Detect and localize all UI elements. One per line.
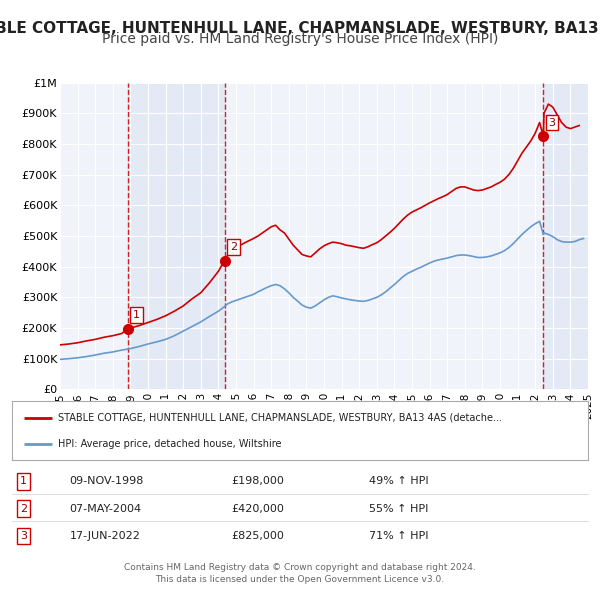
Text: 71% ↑ HPI: 71% ↑ HPI xyxy=(369,531,428,541)
Text: £825,000: £825,000 xyxy=(231,531,284,541)
Text: This data is licensed under the Open Government Licence v3.0.: This data is licensed under the Open Gov… xyxy=(155,575,445,584)
Text: 55% ↑ HPI: 55% ↑ HPI xyxy=(369,504,428,513)
Bar xyxy=(128,83,224,389)
Text: 07-MAY-2004: 07-MAY-2004 xyxy=(70,504,142,513)
Text: £198,000: £198,000 xyxy=(231,476,284,486)
Bar xyxy=(543,83,588,389)
Text: 3: 3 xyxy=(548,117,556,127)
Text: 09-NOV-1998: 09-NOV-1998 xyxy=(70,476,144,486)
Text: STABLE COTTAGE, HUNTENHULL LANE, CHAPMANSLADE, WESTBURY, BA13 4AS (detache...: STABLE COTTAGE, HUNTENHULL LANE, CHAPMAN… xyxy=(58,413,502,422)
Text: Price paid vs. HM Land Registry's House Price Index (HPI): Price paid vs. HM Land Registry's House … xyxy=(102,32,498,47)
Text: STABLE COTTAGE, HUNTENHULL LANE, CHAPMANSLADE, WESTBURY, BA13 4AS: STABLE COTTAGE, HUNTENHULL LANE, CHAPMAN… xyxy=(0,21,600,35)
Text: 1: 1 xyxy=(133,310,140,320)
Text: 2: 2 xyxy=(20,504,27,513)
Text: Contains HM Land Registry data © Crown copyright and database right 2024.: Contains HM Land Registry data © Crown c… xyxy=(124,563,476,572)
Text: 17-JUN-2022: 17-JUN-2022 xyxy=(70,531,140,541)
Text: 1: 1 xyxy=(20,476,27,486)
Text: 49% ↑ HPI: 49% ↑ HPI xyxy=(369,476,429,486)
Text: 3: 3 xyxy=(20,531,27,541)
Text: HPI: Average price, detached house, Wiltshire: HPI: Average price, detached house, Wilt… xyxy=(58,439,281,448)
Text: £420,000: £420,000 xyxy=(231,504,284,513)
Text: 2: 2 xyxy=(230,242,237,252)
